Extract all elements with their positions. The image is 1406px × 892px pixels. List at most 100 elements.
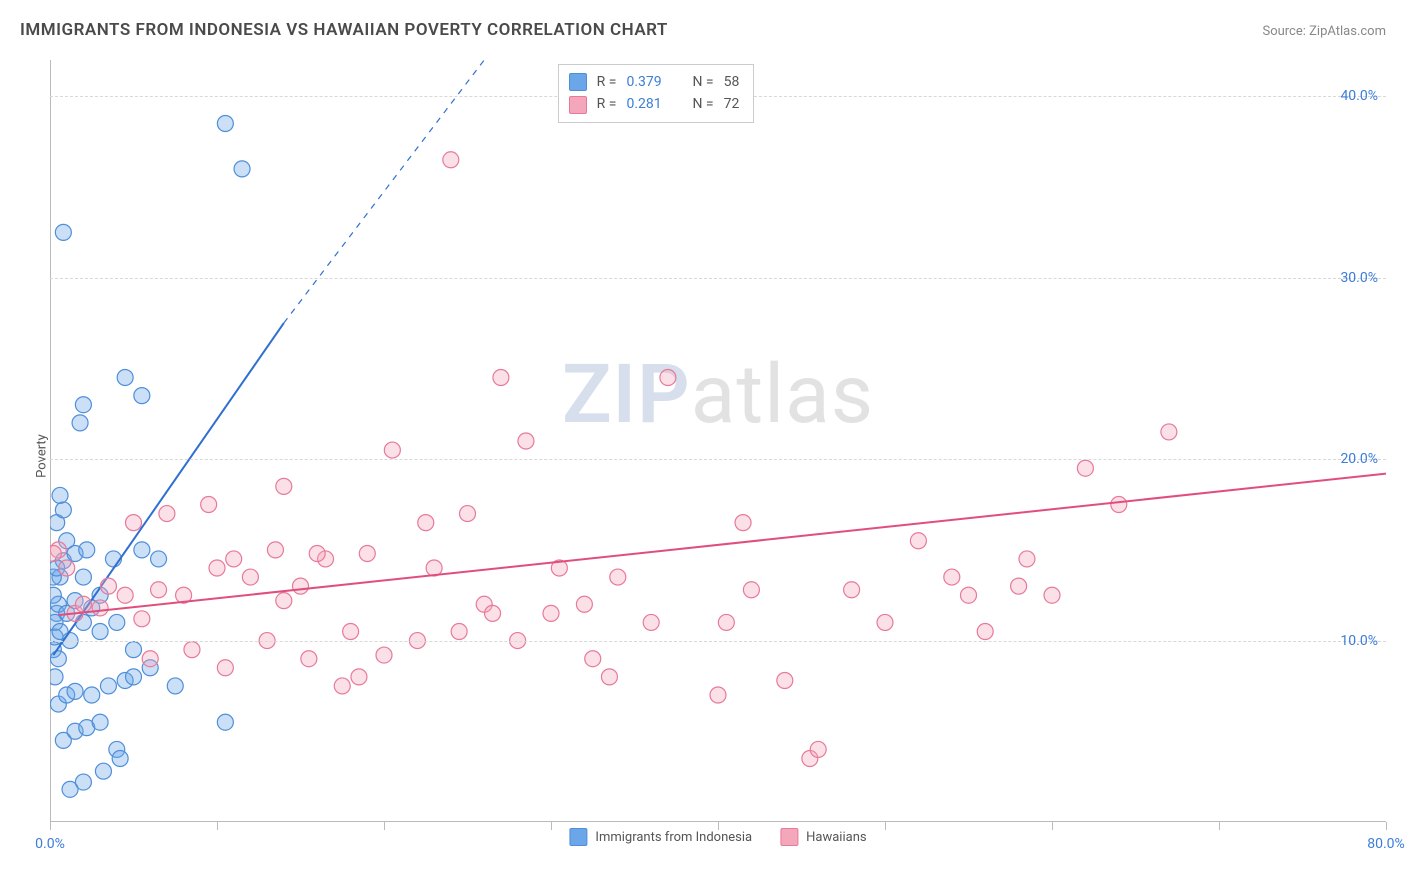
scatter-point-hawaiians xyxy=(944,569,960,585)
y-axis-label: Poverty xyxy=(34,434,49,478)
scatter-point-hawaiians xyxy=(735,515,751,531)
x-tick-mark xyxy=(718,822,719,830)
scatter-point-hawaiians xyxy=(134,611,150,627)
scatter-point-hawaiians xyxy=(184,642,200,658)
scatter-point-hawaiians xyxy=(100,578,116,594)
stats-swatch xyxy=(569,73,587,91)
scatter-point-hawaiians xyxy=(601,669,617,685)
scatter-point-immigrants xyxy=(50,587,61,603)
scatter-point-hawaiians xyxy=(209,560,225,576)
scatter-point-hawaiians xyxy=(384,442,400,458)
legend-label: Immigrants from Indonesia xyxy=(595,830,752,845)
x-tick-mark xyxy=(551,822,552,830)
stats-row-hawaiians: R =0.281N =72 xyxy=(569,93,740,115)
scatter-point-immigrants xyxy=(50,651,66,667)
y-tick-label: 40.0% xyxy=(1340,88,1378,104)
plot-region: ZIPatlas 10.0%20.0%30.0%40.0% xyxy=(50,60,1386,822)
scatter-point-hawaiians xyxy=(451,624,467,640)
scatter-point-immigrants xyxy=(55,502,71,518)
scatter-point-immigrants xyxy=(50,669,63,685)
stat-n-value: 72 xyxy=(724,93,740,115)
scatter-point-hawaiians xyxy=(585,651,601,667)
x-tick-mark xyxy=(1386,822,1387,830)
scatter-point-hawaiians xyxy=(343,624,359,640)
scatter-point-immigrants xyxy=(134,388,150,404)
scatter-point-hawaiians xyxy=(309,545,325,561)
stat-n-label: N = xyxy=(692,71,713,93)
scatter-point-hawaiians xyxy=(267,542,283,558)
scatter-point-hawaiians xyxy=(1077,460,1093,476)
scatter-point-immigrants xyxy=(52,487,68,503)
scatter-point-hawaiians xyxy=(743,582,759,598)
scatter-point-immigrants xyxy=(151,551,167,567)
scatter-point-hawaiians xyxy=(126,515,142,531)
scatter-point-hawaiians xyxy=(276,478,292,494)
stat-r-value: 0.281 xyxy=(626,93,676,115)
scatter-point-immigrants xyxy=(92,624,108,640)
scatter-point-hawaiians xyxy=(1111,497,1127,513)
scatter-point-hawaiians xyxy=(59,560,75,576)
scatter-point-hawaiians xyxy=(844,582,860,598)
scatter-point-immigrants xyxy=(79,542,95,558)
chart-area: Poverty ZIPatlas 10.0%20.0%30.0%40.0% R … xyxy=(50,60,1386,852)
scatter-point-hawaiians xyxy=(376,647,392,663)
scatter-point-hawaiians xyxy=(610,569,626,585)
scatter-point-hawaiians xyxy=(159,506,175,522)
scatter-point-hawaiians xyxy=(334,678,350,694)
scatter-point-immigrants xyxy=(100,678,116,694)
x-tick-mark xyxy=(384,822,385,830)
scatter-point-hawaiians xyxy=(543,605,559,621)
legend-swatch xyxy=(780,828,798,846)
y-tick-label: 30.0% xyxy=(1340,270,1378,286)
legend-item-immigrants: Immigrants from Indonesia xyxy=(569,828,752,846)
scatter-point-hawaiians xyxy=(1044,587,1060,603)
chart-title: IMMIGRANTS FROM INDONESIA VS HAWAIIAN PO… xyxy=(20,20,668,40)
legend-label: Hawaiians xyxy=(806,830,866,845)
scatter-point-hawaiians xyxy=(460,506,476,522)
scatter-point-immigrants xyxy=(55,224,71,240)
scatter-point-hawaiians xyxy=(576,596,592,612)
scatter-point-immigrants xyxy=(84,687,100,703)
scatter-point-hawaiians xyxy=(301,651,317,667)
scatter-point-immigrants xyxy=(75,774,91,790)
scatter-point-hawaiians xyxy=(910,533,926,549)
scatter-point-hawaiians xyxy=(151,582,167,598)
x-tick-mark xyxy=(50,822,51,830)
scatter-point-immigrants xyxy=(112,751,128,767)
scatter-point-hawaiians xyxy=(92,600,108,616)
scatter-point-immigrants xyxy=(126,642,142,658)
scatter-point-immigrants xyxy=(109,614,125,630)
scatter-point-immigrants xyxy=(234,161,250,177)
stats-swatch xyxy=(569,96,587,114)
x-tick-label: 80.0% xyxy=(1367,836,1405,852)
x-tick-label: 0.0% xyxy=(35,836,65,852)
scatter-point-immigrants xyxy=(92,714,108,730)
scatter-point-hawaiians xyxy=(777,672,793,688)
scatter-point-immigrants xyxy=(75,397,91,413)
bottom-legend: Immigrants from Indonesia Hawaiians xyxy=(569,828,866,846)
legend-swatch xyxy=(569,828,587,846)
scatter-point-hawaiians xyxy=(142,651,158,667)
scatter-point-hawaiians xyxy=(1019,551,1035,567)
scatter-point-hawaiians xyxy=(276,593,292,609)
scatter-point-hawaiians xyxy=(217,660,233,676)
scatter-point-hawaiians xyxy=(643,614,659,630)
scatter-point-hawaiians xyxy=(493,370,509,386)
correlation-stats-box: R =0.379N =58R =0.281N =72 xyxy=(558,64,755,123)
stat-r-value: 0.379 xyxy=(626,71,676,93)
source-name: ZipAtlas.com xyxy=(1309,24,1386,39)
scatter-point-hawaiians xyxy=(226,551,242,567)
source-prefix: Source: xyxy=(1262,24,1309,39)
scatter-point-hawaiians xyxy=(117,587,133,603)
plot-svg xyxy=(50,60,1386,822)
trend-line-dashed-immigrants xyxy=(284,60,484,323)
scatter-point-immigrants xyxy=(117,370,133,386)
scatter-point-immigrants xyxy=(217,116,233,132)
scatter-point-immigrants xyxy=(67,683,83,699)
stat-n-label: N = xyxy=(692,93,713,115)
legend-item-hawaiians: Hawaiians xyxy=(780,828,866,846)
scatter-point-hawaiians xyxy=(242,569,258,585)
x-tick-mark xyxy=(1052,822,1053,830)
scatter-point-hawaiians xyxy=(810,741,826,757)
scatter-point-immigrants xyxy=(95,763,111,779)
